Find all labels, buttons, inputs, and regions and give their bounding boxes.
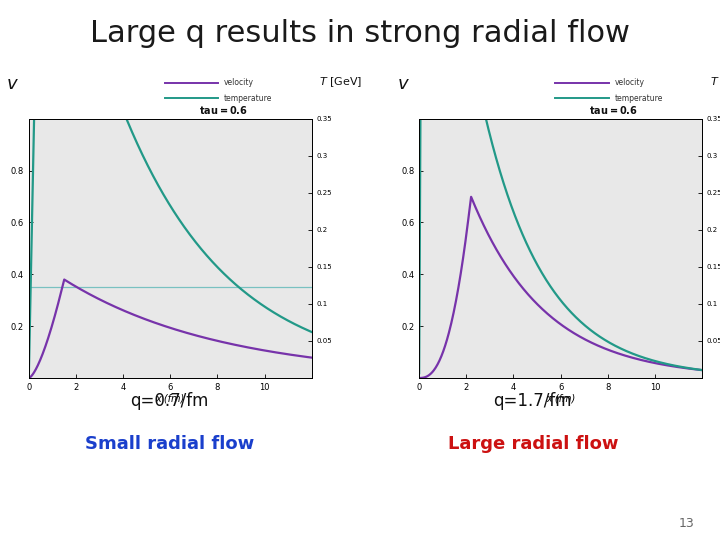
Text: $T\ \mathrm{[GeV]}$: $T\ \mathrm{[GeV]}$ [319, 75, 363, 89]
X-axis label: x (fm): x (fm) [546, 393, 575, 403]
Text: 13: 13 [679, 517, 695, 530]
Text: temperature: temperature [614, 93, 662, 103]
Text: temperature: temperature [224, 93, 272, 103]
Text: q=1.7/fm: q=1.7/fm [493, 392, 572, 409]
Text: $T\ \mathrm{[GeV]}$: $T\ \mathrm{[GeV]}$ [710, 75, 720, 89]
Text: velocity: velocity [224, 78, 254, 87]
X-axis label: x (fm): x (fm) [156, 393, 185, 403]
Text: Large radial flow: Large radial flow [448, 435, 618, 453]
Text: velocity: velocity [614, 78, 644, 87]
Text: $\mathbf{tau{=}0.6}$: $\mathbf{tau{=}0.6}$ [199, 104, 248, 116]
Text: Large q results in strong radial flow: Large q results in strong radial flow [90, 19, 630, 48]
Text: $v$: $v$ [6, 75, 19, 93]
Text: Small radial flow: Small radial flow [84, 435, 254, 453]
Text: $v$: $v$ [397, 75, 410, 93]
Text: $\mathbf{tau{=}0.6}$: $\mathbf{tau{=}0.6}$ [589, 104, 638, 116]
Text: q=0.7/fm: q=0.7/fm [130, 392, 208, 409]
